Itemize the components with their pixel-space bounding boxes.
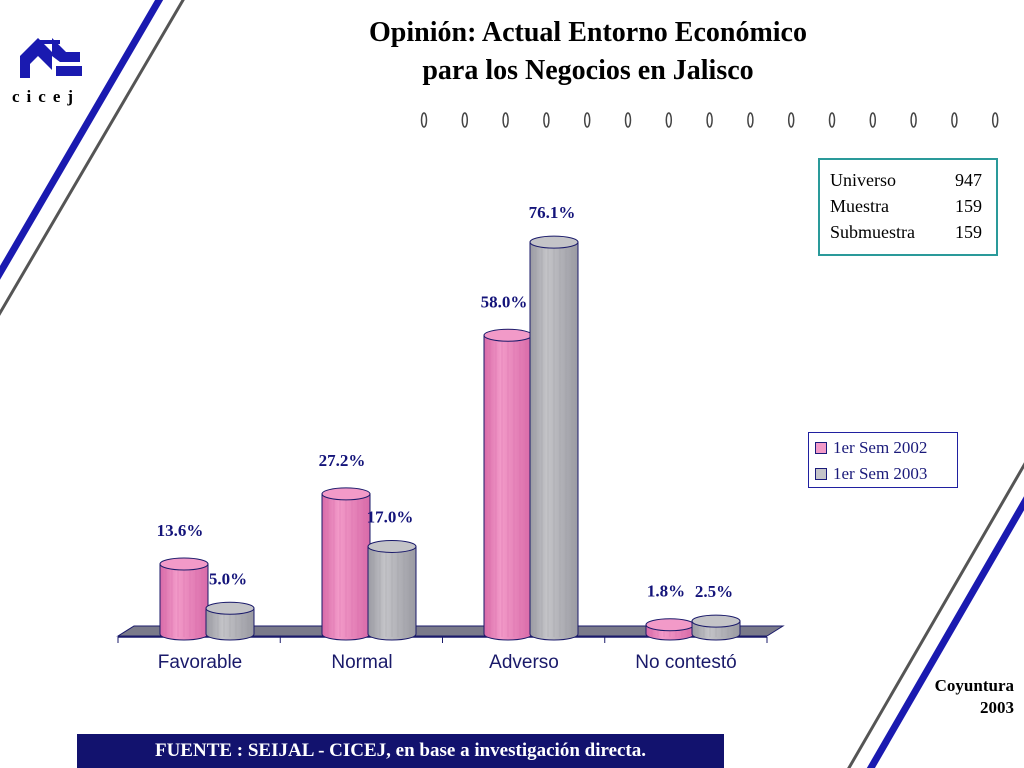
stats-row-universo: Universo 947 [830,170,982,194]
decorative-oval [543,112,550,128]
legend-label: 1er Sem 2002 [833,438,928,457]
page-title: Opinión: Actual Entorno Económico para l… [288,14,888,90]
decorative-oval [869,112,877,128]
source-footer: FUENTE : SEIJAL - CICEJ, en base a inves… [77,734,724,768]
category-label: Adverso [489,652,559,673]
stats-label: Universo [830,170,896,190]
bar-0-1 [321,487,371,641]
decorative-oval [706,112,713,128]
stats-value: 159 [955,222,982,242]
stats-row-submuestra: Submuestra 159 [830,222,982,246]
data-label: 1.8% [647,582,685,601]
category-label: Normal [331,652,392,673]
diagonal-stripe-blue-top [0,0,164,280]
diagonal-stripe-blue-bottom [866,496,1024,768]
decorative-oval [665,112,673,128]
category-label: No contestó [635,652,736,673]
decorative-oval [420,112,428,128]
data-label: 27.2% [319,451,366,470]
legend-swatch-2003 [815,468,827,480]
diagonal-stripe-gray-bottom [847,462,1024,768]
data-label: 2.5% [695,582,733,601]
data-label: 58.0% [481,292,528,311]
decorative-oval [787,112,795,128]
legend-label: 1er Sem 2003 [833,464,928,483]
bar-0-2 [483,328,533,641]
decorative-oval [583,112,591,128]
decorative-oval [951,112,958,128]
stats-label: Submuestra [830,222,915,242]
stats-row-muestra: Muestra 159 [830,196,982,220]
bar-1-3 [691,614,741,641]
diagonal-stripe-gray-top [0,0,185,316]
stats-value: 947 [955,170,982,190]
title-line-1: Opinión: Actual Entorno Económico [369,17,807,48]
cicej-logo-icon [20,38,82,78]
data-label: 76.1% [529,203,576,222]
decorative-oval [461,112,469,128]
sample-stats-box: Universo 947 Muestra 159 Submuestra 159 [818,158,998,256]
legend-swatch-2002 [815,442,827,454]
bar-1-2 [529,235,579,641]
decorative-oval [991,112,999,128]
category-label: Favorable [158,652,243,673]
stats-value: 159 [955,196,982,216]
logo-text: cicej [12,87,81,106]
decorative-oval [828,112,836,128]
bar-1-0 [205,601,255,641]
title-line-2: para los Negocios en Jalisco [422,55,754,86]
coyuntura-line-2: 2003 [980,698,1014,717]
decorative-oval [910,112,917,128]
decorative-oval-row [420,112,999,128]
bar-0-0 [159,557,209,641]
coyuntura-label: Coyuntura 2003 [894,675,1014,719]
decorative-oval [502,112,509,128]
stats-label: Muestra [830,196,889,216]
decorative-oval [624,112,632,128]
data-label: 13.6% [157,521,204,540]
data-label: 17.0% [367,507,414,526]
chart-legend: 1er Sem 2002 1er Sem 2003 [808,432,958,488]
bar-0-3 [645,618,695,641]
decorative-oval [747,112,754,128]
bar-1-1 [367,539,417,641]
coyuntura-line-1: Coyuntura [934,676,1014,695]
data-label: 5.0% [209,569,247,588]
